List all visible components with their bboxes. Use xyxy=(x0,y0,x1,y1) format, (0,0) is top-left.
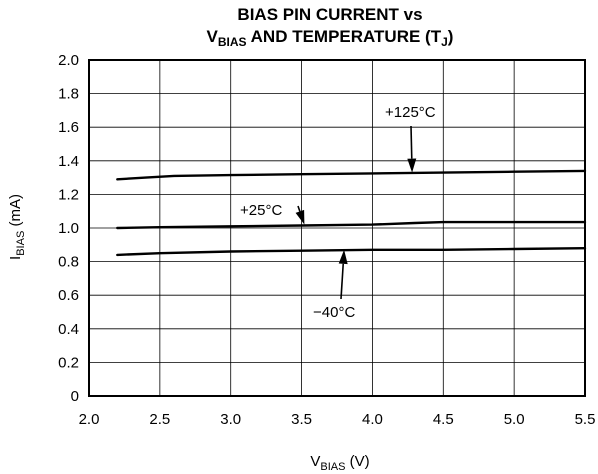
annotation-arrowhead xyxy=(407,158,417,173)
y-tick-label: 1.2 xyxy=(58,186,79,203)
chart-title-line2: VBIAS AND TEMPERATURE (TJ) xyxy=(207,27,454,49)
y-tick-label: 0 xyxy=(71,388,79,405)
series-line xyxy=(116,169,587,181)
x-tick-labels: 2.0 2.5 3.0 3.5 4.0 4.5 5.0 5.5 xyxy=(79,411,596,428)
annotation-label: −40°C xyxy=(313,304,355,321)
annotations: +125°C +25°C −40°C xyxy=(240,104,436,321)
x-tick-label: 4.0 xyxy=(362,411,383,428)
series-lines xyxy=(116,169,587,257)
series-line xyxy=(116,246,587,257)
y-tick-label: 0.8 xyxy=(58,254,79,271)
grid xyxy=(88,59,586,397)
annotation-label: +25°C xyxy=(240,202,282,219)
y-tick-label: 1.6 xyxy=(58,119,79,136)
annotation-arrow xyxy=(340,263,345,300)
x-tick-label: 2.0 xyxy=(79,411,100,428)
annotation-arrow xyxy=(410,125,413,159)
series-line xyxy=(116,220,587,230)
y-tick-label: 0.2 xyxy=(58,354,79,371)
annotation-arrowhead xyxy=(295,209,305,225)
x-tick-label: 4.5 xyxy=(433,411,454,428)
annotation-arrow xyxy=(297,205,301,212)
y-tick-label: 0.4 xyxy=(58,321,79,338)
x-axis-label: VBIAS (V) xyxy=(310,453,369,473)
annotation-label: +125°C xyxy=(385,104,436,121)
x-tick-label: 5.5 xyxy=(575,411,596,428)
x-tick-label: 3.5 xyxy=(291,411,312,428)
y-tick-label: 1.0 xyxy=(58,220,79,237)
x-tick-label: 3.0 xyxy=(220,411,241,428)
y-tick-label: 1.4 xyxy=(58,153,79,170)
plot-frame xyxy=(88,59,586,397)
x-tick-label: 5.0 xyxy=(504,411,525,428)
chart-title-line1: BIAS PIN CURRENT vs xyxy=(237,5,422,24)
x-tick-label: 2.5 xyxy=(149,411,170,428)
y-tick-label: 2.0 xyxy=(58,52,79,69)
annotation-arrowhead xyxy=(338,249,348,265)
y-tick-label: 1.8 xyxy=(58,86,79,103)
y-tick-labels: 0 0.2 0.4 0.6 0.8 1.0 1.2 1.4 1.6 1.8 2.0 xyxy=(58,52,79,405)
y-tick-label: 0.6 xyxy=(58,287,79,304)
y-axis-label: IBIAS (mA) xyxy=(7,194,27,260)
